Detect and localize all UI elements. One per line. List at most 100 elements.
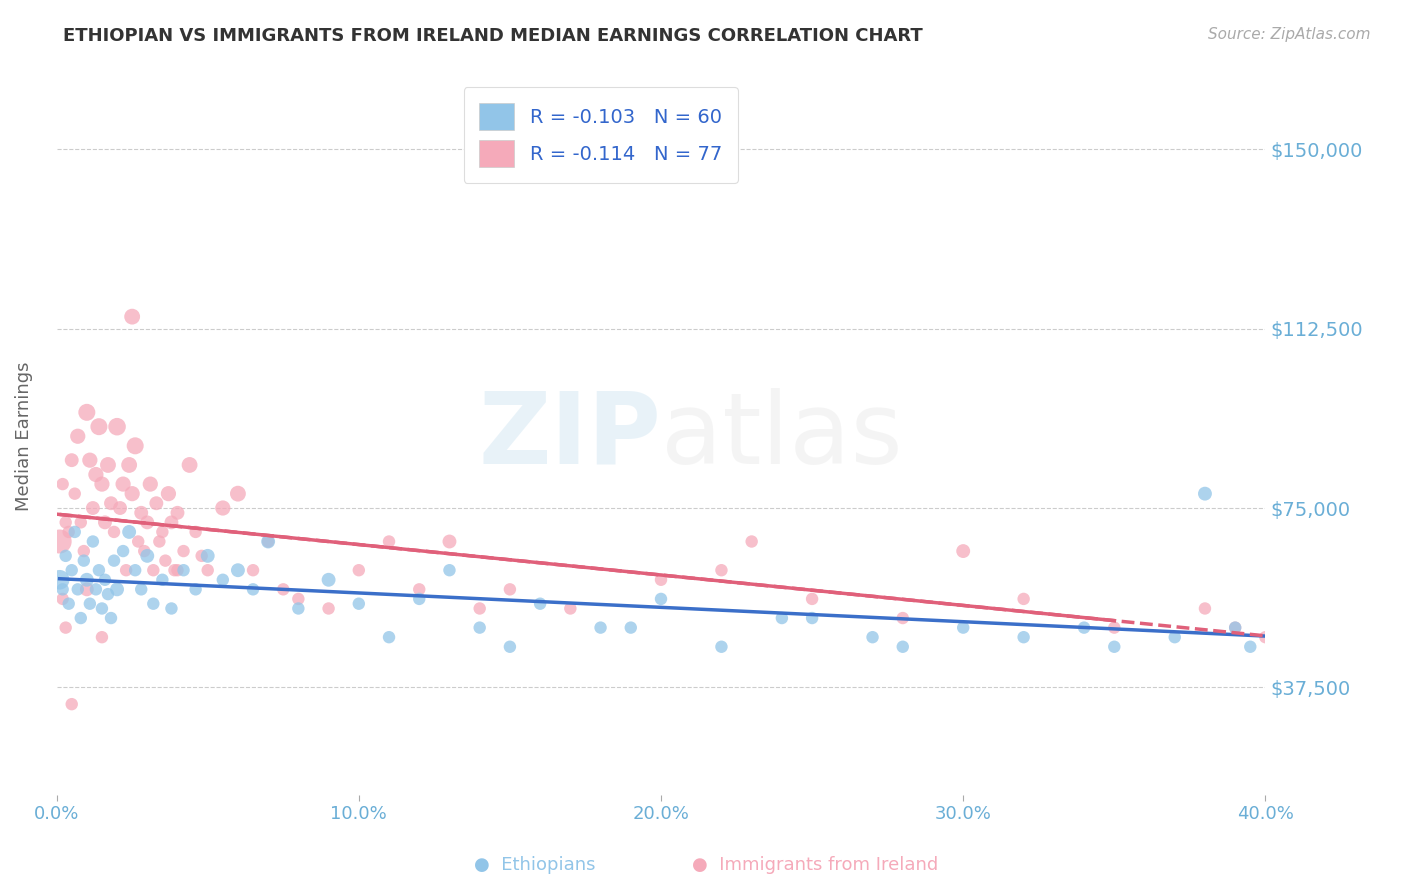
Point — [1239, 640, 1261, 654]
Point — [197, 549, 219, 563]
Point — [103, 524, 125, 539]
Point — [710, 640, 733, 654]
Point — [105, 582, 128, 597]
Point — [468, 621, 491, 635]
Point — [710, 563, 733, 577]
Point — [242, 563, 264, 577]
Point — [173, 563, 195, 577]
Point — [257, 534, 280, 549]
Point — [408, 591, 430, 606]
Text: atlas: atlas — [661, 388, 903, 484]
Point — [347, 597, 370, 611]
Point — [148, 534, 170, 549]
Point — [136, 516, 159, 530]
Point — [118, 458, 141, 472]
Point — [499, 582, 522, 597]
Point — [69, 516, 91, 530]
Point — [94, 516, 117, 530]
Point — [160, 516, 183, 530]
Point — [1194, 601, 1216, 615]
Point — [378, 534, 401, 549]
Point — [166, 563, 188, 577]
Point — [439, 534, 461, 549]
Point — [66, 429, 89, 443]
Point — [163, 563, 186, 577]
Point — [226, 486, 249, 500]
Point — [69, 611, 91, 625]
Point — [76, 573, 98, 587]
Point — [179, 458, 201, 472]
Point — [173, 544, 195, 558]
Point — [100, 611, 122, 625]
Point — [58, 597, 80, 611]
Point — [108, 501, 131, 516]
Point — [1164, 630, 1187, 644]
Point — [58, 524, 80, 539]
Point — [145, 496, 167, 510]
Point — [91, 630, 114, 644]
Point — [184, 524, 207, 539]
Point — [1194, 486, 1216, 500]
Point — [52, 582, 75, 597]
Point — [347, 563, 370, 577]
Point — [468, 601, 491, 615]
Point — [129, 582, 152, 597]
Text: ●  Ethiopians: ● Ethiopians — [474, 856, 595, 874]
Point — [129, 506, 152, 520]
Point — [105, 419, 128, 434]
Point — [1225, 621, 1247, 635]
Point — [48, 573, 70, 587]
Y-axis label: Median Earnings: Median Earnings — [15, 361, 32, 511]
Point — [184, 582, 207, 597]
Point — [1254, 630, 1277, 644]
Point — [124, 439, 146, 453]
Point — [60, 563, 83, 577]
Point — [60, 453, 83, 467]
Point — [121, 310, 143, 324]
Point — [124, 563, 146, 577]
Point — [55, 621, 77, 635]
Point — [257, 534, 280, 549]
Point — [97, 458, 120, 472]
Point — [650, 573, 672, 587]
Point — [134, 544, 156, 558]
Point — [801, 591, 824, 606]
Text: Source: ZipAtlas.com: Source: ZipAtlas.com — [1208, 27, 1371, 42]
Point — [79, 597, 101, 611]
Point — [166, 506, 188, 520]
Point — [650, 591, 672, 606]
Point — [73, 544, 96, 558]
Point — [79, 453, 101, 467]
Point — [770, 611, 793, 625]
Point — [271, 582, 294, 597]
Point — [155, 554, 177, 568]
Point — [1012, 591, 1035, 606]
Point — [139, 477, 162, 491]
Point — [560, 601, 582, 615]
Point — [136, 549, 159, 563]
Point — [84, 582, 107, 597]
Point — [142, 597, 165, 611]
Point — [150, 524, 173, 539]
Point — [1104, 621, 1126, 635]
Point — [211, 573, 233, 587]
Point — [52, 477, 75, 491]
Point — [741, 534, 763, 549]
Point — [1225, 621, 1247, 635]
Point — [318, 573, 340, 587]
Point — [55, 549, 77, 563]
Point — [63, 524, 86, 539]
Point — [52, 591, 75, 606]
Point — [94, 573, 117, 587]
Point — [87, 563, 110, 577]
Point — [73, 554, 96, 568]
Point — [87, 419, 110, 434]
Point — [529, 597, 551, 611]
Point — [60, 697, 83, 711]
Point — [66, 582, 89, 597]
Point — [82, 501, 104, 516]
Text: ZIP: ZIP — [478, 388, 661, 484]
Point — [84, 467, 107, 482]
Point — [378, 630, 401, 644]
Point — [439, 563, 461, 577]
